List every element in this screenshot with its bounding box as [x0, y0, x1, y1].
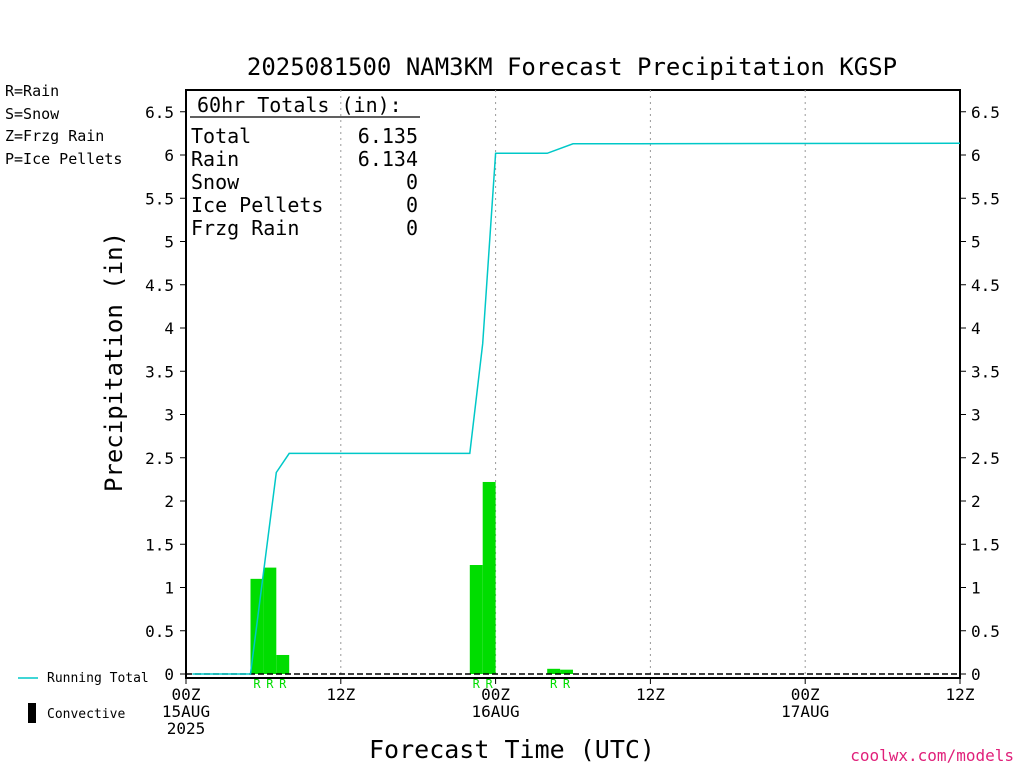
y-tick-label: 6.5 [145, 103, 174, 122]
x-tick-label: 17AUG [781, 702, 829, 721]
precip-bar [482, 481, 496, 674]
x-tick-label: 16AUG [472, 702, 520, 721]
y-tick-label: 4 [164, 319, 174, 338]
y-tick-label: 5.5 [971, 189, 1000, 208]
grid-lines [340, 90, 806, 678]
y-tick-label: 1.5 [145, 535, 174, 554]
y-tick-label: 2 [971, 492, 981, 511]
chart-title: 2025081500 NAM3KM Forecast Precipitation… [247, 53, 897, 81]
totals-rows: Total 6.135 Rain 6.134 Snow 0 Ice Pellets 0 Frzg… [191, 124, 418, 240]
y-axis-left: 0 0.5 1 1.5 2 2.5 3 3.5 4 4.5 5 5.5 6 6.5 [145, 103, 186, 684]
totals-row-label: Snow [191, 170, 240, 194]
y-tick-label: 3 [164, 406, 174, 425]
ptype-marker: R [563, 677, 571, 691]
y-tick-label: 2 [164, 492, 174, 511]
y-tick-label: 3 [971, 406, 981, 425]
x-tick-label: 15AUG [162, 702, 210, 721]
y-tick-label: 6 [971, 146, 981, 165]
totals-row-label: Rain [191, 147, 239, 171]
y-tick-label: 0 [164, 665, 174, 684]
legend-rain: R=Rain [5, 82, 59, 100]
precip-bars [250, 481, 573, 674]
totals-row-value: 6.135 [358, 124, 418, 148]
convective-swatch [28, 703, 36, 723]
plot-frame [185, 89, 961, 679]
precip-bar [469, 565, 483, 674]
y-tick-label: 4.5 [971, 276, 1000, 295]
y-axis-title: Precipitation (in) [100, 232, 128, 492]
ptype-marker: R [266, 677, 274, 691]
totals-row-value: 0 [406, 216, 418, 240]
y-tick-label: 4.5 [145, 276, 174, 295]
legend-frzg-rain: Z=Frzg Rain [5, 127, 104, 145]
x-tick-label: 00Z [481, 685, 510, 704]
y-tick-label: 1 [971, 579, 981, 598]
ptype-marker: R [253, 677, 261, 691]
x-tick-label: 00Z [791, 685, 820, 704]
ptype-marker: R [279, 677, 287, 691]
totals-row-label: Frzg Rain [191, 216, 299, 240]
y-tick-label: 5.5 [145, 189, 174, 208]
totals-header: 60hr Totals (in): [197, 93, 402, 117]
x-axis-title: Forecast Time (UTC) [369, 735, 655, 764]
ptype-legend: R=Rain S=Snow Z=Frzg Rain P=Ice Pellets [5, 82, 122, 168]
y-tick-label: 6.5 [971, 103, 1000, 122]
y-tick-label: 3.5 [971, 362, 1000, 381]
precip-bar [547, 668, 561, 674]
totals-box: 60hr Totals (in): Total 6.135 Rain 6.134 Sno… [190, 93, 420, 240]
y-tick-label: 0.5 [971, 622, 1000, 641]
x-tick-label: 2025 [167, 719, 206, 738]
legend-ice-pellets: P=Ice Pellets [5, 150, 122, 168]
precip-bar [263, 567, 277, 674]
credit-text: coolwx.com/models [850, 746, 1014, 765]
y-tick-label: 6 [164, 146, 174, 165]
totals-row-value: 0 [406, 170, 418, 194]
y-tick-label: 4 [971, 319, 981, 338]
y-tick-label: 5 [164, 233, 174, 252]
x-tick-label: 12Z [946, 685, 975, 704]
x-tick-label: 12Z [326, 685, 355, 704]
y-axis-right: 0 0.5 1 1.5 2 2.5 3 3.5 4 4.5 5 5.5 6 6.5 [960, 103, 1000, 684]
totals-row-value: 0 [406, 193, 418, 217]
y-tick-label: 2.5 [145, 449, 174, 468]
y-tick-label: 0 [971, 665, 981, 684]
ptype-marker: R [473, 677, 481, 691]
precip-bar [560, 669, 573, 674]
precip-bar [276, 654, 290, 674]
y-tick-label: 3.5 [145, 362, 174, 381]
ptype-marker: R [486, 677, 494, 691]
legend-snow: S=Snow [5, 105, 60, 123]
y-tick-label: 1 [164, 579, 174, 598]
y-tick-label: 1.5 [971, 535, 1000, 554]
y-tick-label: 2.5 [971, 449, 1000, 468]
y-tick-label: 0.5 [145, 622, 174, 641]
totals-row-value: 6.134 [358, 147, 418, 171]
running-total-label: Running Total [47, 671, 149, 686]
y-tick-label: 5 [971, 233, 981, 252]
x-tick-label: 12Z [636, 685, 665, 704]
line-legend: Running Total Convective [18, 671, 149, 723]
totals-row-label: Ice Pellets [191, 193, 323, 217]
ptype-marker: R [550, 677, 558, 691]
convective-label: Convective [47, 707, 125, 722]
totals-row-label: Total [191, 124, 251, 148]
x-tick-label: 00Z [172, 685, 201, 704]
running-total-line [192, 142, 961, 675]
